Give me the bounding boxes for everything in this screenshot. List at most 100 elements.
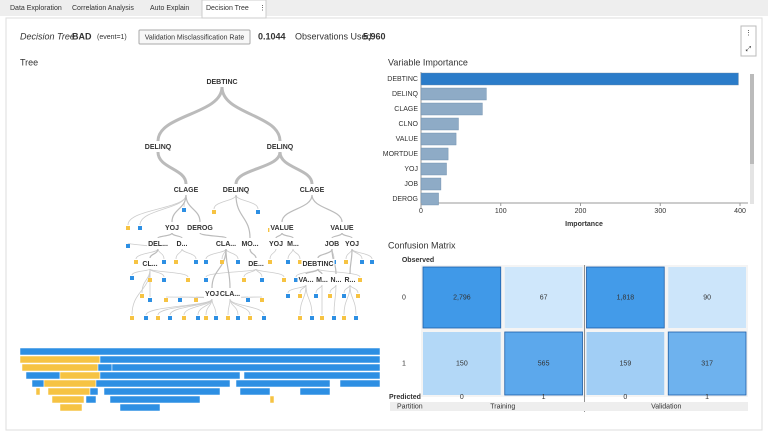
- matrix-cell[interactable]: [667, 331, 747, 396]
- bar[interactable]: [420, 117, 459, 131]
- tree-node[interactable]: MO...: [241, 241, 258, 248]
- tree-node[interactable]: M...: [287, 241, 299, 248]
- tree-node[interactable]: CLA...: [220, 291, 240, 298]
- tab-menu[interactable]: ⋮: [259, 5, 266, 12]
- observations-label: Observations Used: [295, 31, 372, 41]
- tree-leaf: [204, 278, 208, 282]
- tree-node[interactable]: CLAGE: [174, 187, 199, 194]
- cell-label: 150: [456, 360, 468, 367]
- tree-leaf: [298, 294, 302, 298]
- tree-node[interactable]: CL...: [142, 261, 157, 268]
- tree-node[interactable]: YOJ: [165, 225, 179, 232]
- tree-leaf: [286, 260, 290, 264]
- tree-edge: [205, 268, 257, 278]
- tree-node[interactable]: VA...: [298, 277, 313, 284]
- tree-node[interactable]: D...: [177, 241, 188, 248]
- metric-button[interactable]: [138, 29, 251, 45]
- tree-leaf: [286, 294, 290, 298]
- tree-node[interactable]: DEBTINC: [206, 79, 237, 86]
- matrix-cell[interactable]: [586, 332, 665, 395]
- tree-node[interactable]: DEROG: [187, 225, 213, 232]
- matrix-cell[interactable]: [668, 267, 746, 328]
- tree-leaf: [212, 210, 216, 214]
- bar[interactable]: [420, 72, 739, 86]
- tree-leaf: [156, 316, 160, 320]
- overview-block: [19, 347, 381, 356]
- matrix-cell[interactable]: [423, 332, 501, 395]
- y-tick-label: YOJ: [404, 166, 418, 173]
- tree-edge: [171, 194, 187, 223]
- cell-label: 1,818: [617, 294, 635, 301]
- active-tab[interactable]: [201, 0, 267, 19]
- matrix-cell[interactable]: [586, 266, 665, 329]
- tree-leaf: [342, 316, 346, 320]
- tree-leaf: [328, 294, 332, 298]
- metric-button-label[interactable]: Validation Misclassification Rate: [145, 34, 245, 41]
- tree-node-bg: [221, 185, 251, 195]
- bar[interactable]: [420, 132, 457, 146]
- overview-block: [21, 363, 99, 372]
- tree-edge: [225, 248, 231, 289]
- overview-block: [59, 403, 83, 412]
- tree-node-bg: [218, 289, 242, 299]
- row-label: 0: [402, 294, 406, 301]
- tree-node[interactable]: DEL...: [148, 241, 168, 248]
- bar[interactable]: [420, 87, 487, 101]
- partition-name: Training: [490, 403, 515, 410]
- menu-icon[interactable]: ⋮: [745, 30, 752, 37]
- tree-node[interactable]: YOJ: [205, 291, 219, 298]
- tree-node[interactable]: VALUE: [270, 225, 294, 232]
- bar[interactable]: [420, 102, 483, 116]
- tree-leaf: [144, 316, 148, 320]
- bar[interactable]: [420, 147, 449, 161]
- expand-icon[interactable]: ⤢: [746, 46, 752, 53]
- x-axis-label: Importance: [565, 221, 603, 228]
- chart-title: Confusion Matrix: [388, 240, 456, 250]
- tree-node[interactable]: CLAGE: [300, 187, 325, 194]
- bar[interactable]: [420, 177, 442, 191]
- tab[interactable]: Decision Tree: [206, 5, 249, 12]
- tree-node[interactable]: DE...: [248, 261, 264, 268]
- tree-node[interactable]: YOJ: [269, 241, 283, 248]
- overview-block: [85, 395, 97, 404]
- tree-node-bg: [329, 275, 343, 285]
- tree-node[interactable]: DELINQ: [223, 187, 250, 194]
- bar[interactable]: [420, 192, 439, 206]
- tree-edge: [311, 194, 343, 223]
- matrix-cell[interactable]: [504, 267, 583, 328]
- tree-node[interactable]: VALUE: [330, 225, 354, 232]
- scroll-thumb[interactable]: [750, 74, 754, 164]
- tab[interactable]: Auto Explain: [150, 5, 189, 12]
- tree-leaf: [260, 298, 264, 302]
- tree-node[interactable]: DELINQ: [267, 144, 294, 151]
- tree-node[interactable]: R...: [345, 277, 356, 284]
- tab[interactable]: Data Exploration: [10, 5, 62, 12]
- tree-leaf: [358, 278, 362, 282]
- tree-leaf: [342, 294, 346, 298]
- tree-node[interactable]: N...: [331, 277, 342, 284]
- overview-block: [239, 387, 271, 396]
- tree-edge: [213, 194, 237, 210]
- tree-node-bg: [205, 77, 239, 87]
- tab[interactable]: Correlation Analysis: [72, 5, 134, 12]
- overview-block: [99, 371, 241, 380]
- x-tick-label: 400: [734, 208, 746, 215]
- tree-node[interactable]: DELINQ: [145, 144, 172, 151]
- overview-block: [97, 363, 113, 372]
- bar[interactable]: [420, 162, 447, 176]
- tree-node-bg: [147, 239, 169, 249]
- tree-leaf: [148, 278, 152, 282]
- tree-edge: [243, 268, 257, 278]
- tree-node[interactable]: YOJ: [345, 241, 359, 248]
- tree-node[interactable]: M...: [316, 277, 328, 284]
- matrix-cell[interactable]: [422, 266, 502, 329]
- tree-node[interactable]: CLA...: [216, 241, 236, 248]
- cell-label: 67: [540, 294, 548, 301]
- tree-node[interactable]: JOB: [325, 241, 339, 248]
- tree-node[interactable]: DEBTINC: [302, 261, 333, 268]
- tree-edge: [333, 284, 337, 316]
- tree-leaf: [148, 298, 152, 302]
- tree-edge: [269, 248, 277, 260]
- matrix-cell[interactable]: [504, 331, 583, 396]
